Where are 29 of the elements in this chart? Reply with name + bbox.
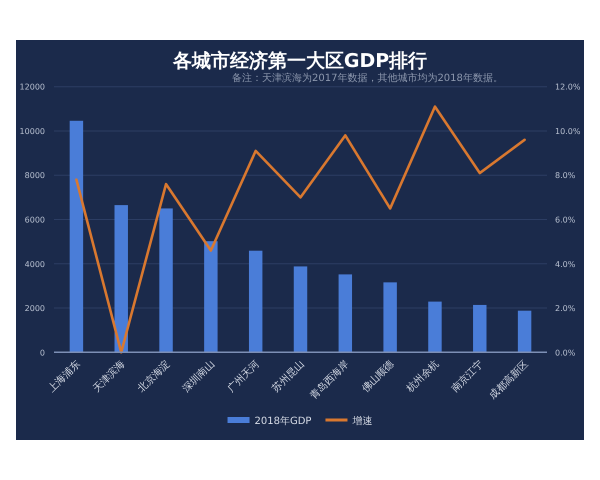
x-tick-label: 青岛西海岸 <box>308 358 352 402</box>
x-tick-label: 广州天河 <box>225 358 262 395</box>
y2-tick-label: 2.0% <box>555 304 576 314</box>
x-tick-label: 杭州余杭 <box>404 358 442 396</box>
legend-label: 增速 <box>351 415 372 427</box>
y-tick-label: 12000 <box>20 82 45 92</box>
x-tick-label: 成都高新区 <box>486 358 531 402</box>
text: 备注：天津滨海为2017年数据，其他城市均为2018年数据。 <box>232 72 503 84</box>
y-tick-label: 8000 <box>24 171 45 180</box>
legend-label: 2018年GDP <box>254 415 312 427</box>
y2-tick-label: 4.0% <box>555 260 576 269</box>
x-tick-label: 佛山顺德 <box>359 358 396 395</box>
x-tick-label: 苏州昆山 <box>270 358 307 395</box>
x-tick-label: 上海浦东 <box>46 358 83 395</box>
x-tick-label: 南京江宁 <box>449 358 486 395</box>
y2-tick-label: 6.0% <box>555 216 576 224</box>
y-tick-label: 10000 <box>20 126 45 136</box>
y-tick-label: 6000 <box>24 216 45 224</box>
y2-tick-label: 10.0% <box>555 126 581 136</box>
y2-tick-label: 0.0% <box>555 348 576 358</box>
y2-tick-label: 12.0% <box>555 82 581 92</box>
x-tick-label: 北京海淀 <box>135 358 172 395</box>
x-tick-label: 深圳南山 <box>180 358 217 395</box>
x-tick-label: 天津滨海 <box>90 358 128 395</box>
chart-title: 各城市经济第一大区GDP排行 <box>172 50 428 72</box>
y-tick-label: 2000 <box>24 304 45 314</box>
y2-tick-label: 8.0% <box>555 171 576 180</box>
y-tick-label: 0 <box>40 348 45 358</box>
y-tick-label: 4000 <box>24 260 45 269</box>
